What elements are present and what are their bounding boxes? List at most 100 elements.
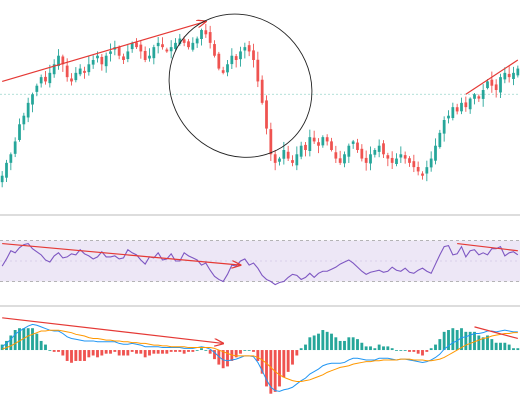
macd-histogram-bar-positive [330, 333, 333, 351]
macd-trendline [474, 326, 518, 340]
macd-histogram-bar-negative [416, 350, 420, 354]
macd-histogram-bar-negative [161, 350, 164, 354]
macd-histogram-bar-positive [373, 348, 377, 351]
candle-up [195, 38, 199, 44]
macd-histogram-bar-positive [468, 331, 472, 351]
candle-up [399, 154, 403, 158]
candle-down [412, 161, 416, 168]
candle-down [416, 167, 420, 172]
macd-histogram-bar-negative [52, 350, 56, 352]
candle-up [299, 145, 303, 157]
candle-up [347, 145, 351, 157]
candle-down [234, 56, 238, 60]
macd-histogram-bar-negative [286, 350, 290, 372]
candle-up [473, 94, 476, 99]
candle-down [464, 102, 468, 108]
candle-up [52, 64, 56, 75]
macd-histogram-bar-negative [96, 350, 99, 358]
candle-up [282, 150, 286, 159]
macd-histogram-bar-negative [100, 350, 104, 356]
macd-histogram-bar-negative [221, 350, 225, 369]
candle-up [429, 158, 433, 168]
macd-histogram-bar-positive [434, 344, 437, 351]
macd-histogram-bar-positive [247, 350, 251, 351]
macd-histogram-bar-negative [191, 350, 195, 352]
candle-up [442, 120, 446, 134]
macd-histogram-bar-positive [48, 350, 52, 351]
macd-histogram-bar-positive [490, 339, 494, 351]
macd-histogram-bar-negative [126, 350, 130, 356]
candle-down [507, 73, 511, 78]
macd-histogram-bar-positive [360, 342, 364, 351]
candle-up [96, 55, 99, 59]
macd-histogram-bar-negative [130, 350, 134, 352]
candle-up [13, 141, 17, 154]
candle-down [364, 157, 368, 163]
macd-histogram-bar-negative [104, 350, 108, 354]
macd-histogram-bar-positive [486, 335, 489, 351]
macd-histogram-bar-positive [481, 337, 485, 351]
macd-histogram-bar-positive [403, 350, 407, 351]
candle-up [87, 64, 91, 73]
macd-histogram-bar-negative [57, 350, 60, 352]
macd-histogram-bar-negative [269, 350, 273, 394]
macd-histogram-bar-positive [351, 337, 355, 351]
candle-up [451, 107, 455, 119]
macd-histogram-bar-negative [165, 350, 169, 354]
candle-up [239, 51, 242, 60]
candle-down [161, 44, 164, 48]
macd-histogram-bar-positive [442, 331, 446, 351]
macd-histogram-bar-negative [91, 350, 95, 356]
macd-histogram-bar-positive [343, 340, 346, 351]
macd-histogram-bar-positive [195, 350, 199, 351]
macd-histogram-bar-positive [499, 342, 502, 351]
macd-histogram-bar-positive [399, 350, 403, 351]
candle-up [481, 90, 485, 99]
candle-down [269, 129, 273, 155]
candle-down [122, 56, 125, 60]
macd-histogram-bar-positive [369, 346, 372, 351]
macd-histogram-bar-positive [308, 337, 312, 351]
candle-up [460, 102, 463, 112]
macd-histogram-bar-positive [460, 328, 463, 351]
candle-down [143, 50, 147, 60]
price-panel [0, 13, 520, 188]
macd-histogram-bar-positive [39, 340, 43, 351]
macd-trendline [2, 317, 223, 344]
macd-histogram-bar-positive [438, 339, 442, 351]
macd-histogram-bar-positive [516, 348, 520, 351]
macd-histogram-bar-positive [35, 333, 39, 351]
candle-up [434, 145, 437, 161]
macd-histogram-bar-positive [31, 328, 34, 351]
candle-down [330, 141, 333, 150]
candle-down [390, 157, 394, 163]
candle-up [295, 154, 299, 166]
candle-up [447, 115, 450, 119]
macd-histogram-bar-positive [325, 331, 329, 351]
signal-line [1, 329, 518, 382]
macd-histogram-bar-negative [239, 350, 242, 354]
macd-histogram-bar-positive [26, 328, 30, 351]
macd-histogram-bar-negative [421, 350, 424, 356]
macd-histogram-bar-negative [217, 350, 221, 365]
macd-histogram-bar-negative [265, 350, 268, 387]
candle-down [182, 39, 186, 43]
macd-histogram-bar-negative [113, 350, 117, 352]
candle-up [516, 68, 520, 76]
candle-up [343, 154, 346, 164]
rsi-trendline [457, 242, 518, 252]
macd-histogram-bar-negative [169, 350, 173, 352]
macd-histogram-bar-negative [291, 350, 294, 365]
candle-down [490, 79, 494, 86]
macd-histogram-bar-positive [22, 328, 26, 351]
macd-line [1, 323, 518, 392]
candle-down [291, 160, 294, 163]
macd-histogram-bar-negative [252, 350, 255, 352]
candle-down [356, 142, 359, 150]
candle-down [455, 107, 459, 112]
candle-down [165, 49, 169, 52]
candle-up [148, 55, 151, 59]
candle-up [321, 137, 325, 146]
